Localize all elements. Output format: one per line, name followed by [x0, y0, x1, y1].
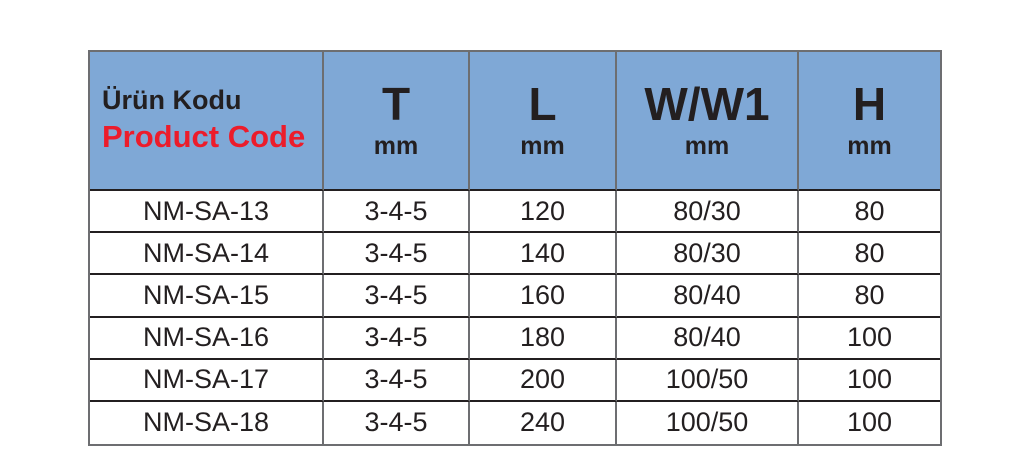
cell-product-code: NM-SA-14	[90, 233, 324, 276]
header-col-h: H mm	[799, 52, 940, 191]
cell-l: 160	[470, 275, 617, 318]
cell-product-code: NM-SA-17	[90, 359, 324, 402]
cell-l: 180	[470, 317, 617, 360]
col-h-unit: mm	[847, 131, 892, 160]
col-w-w1-label: W/W1	[644, 77, 770, 130]
cell-h: 80	[799, 191, 940, 234]
cell-h: 80	[799, 275, 940, 318]
col-h-label: H	[852, 77, 887, 130]
product-spec-table: Ürün Kodu Product Code T mm L mm W/W1 mm…	[88, 50, 942, 446]
cell-product-code: NM-SA-18	[90, 401, 324, 444]
cell-h: 80	[799, 233, 940, 276]
cell-l: 140	[470, 233, 617, 276]
cell-t: 3-4-5	[324, 275, 470, 318]
cell-w-w1: 80/40	[617, 317, 799, 360]
header-product-code: Ürün Kodu Product Code	[90, 52, 324, 191]
cell-l: 240	[470, 401, 617, 444]
cell-h: 100	[799, 317, 940, 360]
cell-t: 3-4-5	[324, 233, 470, 276]
col-w-w1-unit: mm	[684, 131, 730, 160]
col-l-label: L	[528, 77, 557, 130]
cell-t: 3-4-5	[324, 317, 470, 360]
cell-l: 200	[470, 359, 617, 402]
header-col-w-w1: W/W1 mm	[617, 52, 799, 191]
product-code-label-english: Product Code	[102, 119, 306, 154]
cell-t: 3-4-5	[324, 359, 470, 402]
cell-product-code: NM-SA-13	[90, 191, 324, 234]
cell-w-w1: 100/50	[617, 359, 799, 402]
cell-w-w1: 80/40	[617, 275, 799, 318]
product-code-label-turkish: Ürün Kodu	[102, 85, 242, 116]
cell-w-w1: 80/30	[617, 233, 799, 276]
cell-product-code: NM-SA-15	[90, 275, 324, 318]
cell-w-w1: 100/50	[617, 401, 799, 444]
cell-l: 120	[470, 191, 617, 234]
cell-h: 100	[799, 401, 940, 444]
header-col-t: T mm	[324, 52, 470, 191]
cell-w-w1: 80/30	[617, 191, 799, 234]
col-t-unit: mm	[373, 131, 419, 160]
cell-h: 100	[799, 359, 940, 402]
header-col-l: L mm	[470, 52, 617, 191]
col-t-label: T	[381, 77, 411, 130]
cell-t: 3-4-5	[324, 191, 470, 234]
col-l-unit: mm	[520, 131, 565, 160]
cell-t: 3-4-5	[324, 401, 470, 444]
cell-product-code: NM-SA-16	[90, 317, 324, 360]
